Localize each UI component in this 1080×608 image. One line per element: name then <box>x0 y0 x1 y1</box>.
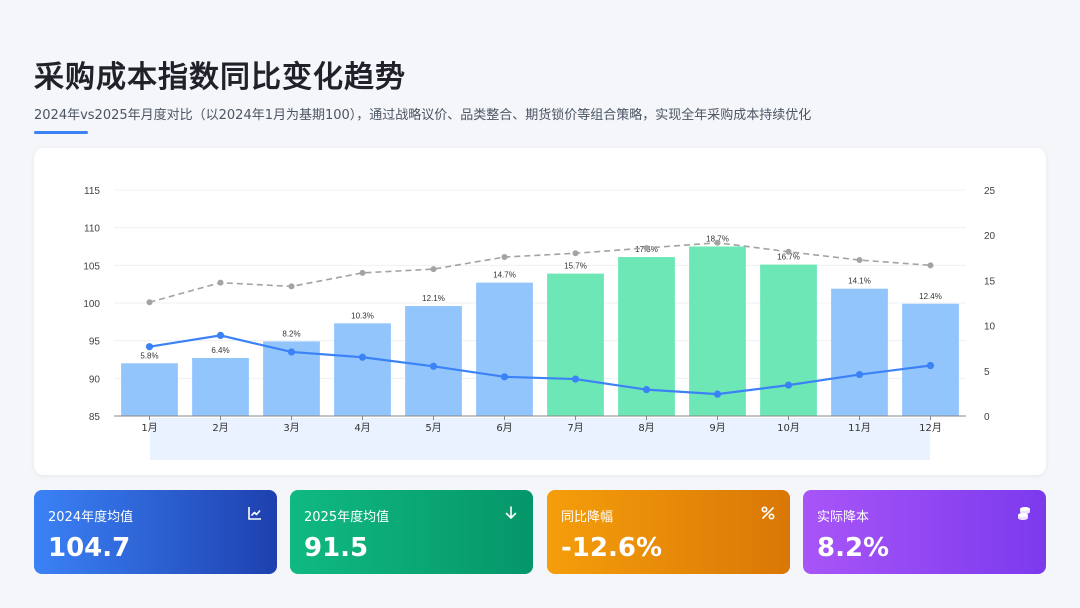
solid-series-line <box>149 334 931 396</box>
page-subtitle: 2024年vs2025年月度对比（以2024年1月为基期100），通过战略议价、… <box>34 108 812 123</box>
dashed-series-point <box>501 254 508 261</box>
percent-icon <box>761 506 775 520</box>
x-tick-label: 5月 <box>425 422 441 434</box>
bar-data-label: 5.8% <box>140 351 158 360</box>
dashed-series-point <box>927 262 934 269</box>
kpi-label: 2025年度均值 <box>304 510 390 525</box>
y-right-tick-label: 20 <box>984 231 996 242</box>
bar <box>902 303 959 416</box>
dashed-series-point <box>714 239 721 246</box>
line-chart-icon <box>248 507 261 520</box>
dashed-series-point <box>785 248 792 255</box>
bar-data-label: 8.2% <box>282 329 300 338</box>
bar <box>547 273 604 416</box>
coins-icon <box>1018 507 1030 520</box>
x-tick-label: 9月 <box>709 422 725 434</box>
bar <box>831 288 888 416</box>
y-right-tick-label: 0 <box>984 412 990 423</box>
x-tick-label: 11月 <box>848 422 871 434</box>
solid-series-point <box>429 362 438 370</box>
kpi-card-2024-average: 2024年度均值 104.7 <box>34 490 277 574</box>
bar-data-label: 15.7% <box>564 262 587 271</box>
kpi-card-yoy-decline: 同比降幅 -12.6% <box>547 490 790 574</box>
bar-data-label: 12.4% <box>919 292 942 301</box>
x-tick-label: 7月 <box>567 422 583 434</box>
y-left-tick-label: 85 <box>89 412 101 423</box>
bar <box>121 363 178 416</box>
bar-data-label: 14.7% <box>493 271 516 280</box>
dashed-series-point <box>572 250 579 257</box>
kpi-label: 2024年度均值 <box>48 510 134 525</box>
page-title: 采购成本指数同比变化趋势 <box>34 60 406 95</box>
kpi-label: 实际降本 <box>817 510 870 525</box>
kpi-label: 同比降幅 <box>561 510 614 525</box>
y-left-tick-label: 90 <box>89 374 101 385</box>
solid-series-point <box>145 343 154 351</box>
dashed-series-point <box>288 283 295 290</box>
x-tick-label: 6月 <box>496 422 512 434</box>
bar-data-label: 14.1% <box>848 277 871 286</box>
solid-series-point <box>500 373 509 381</box>
kpi-card-2025-average: 2025年度均值 91.5 <box>290 490 533 574</box>
dashed-series-point <box>430 266 437 273</box>
bar <box>192 357 249 416</box>
bar-data-label: 18.7% <box>706 235 729 244</box>
dashed-series-point <box>217 279 224 286</box>
bar <box>689 246 746 416</box>
y-right-tick-label: 25 <box>984 186 996 197</box>
dashed-series-point <box>856 257 863 264</box>
chart-card: 85 90 95 100 105 110 115 0 5 10 15 20 25 5.8% 6.4% 8.2%… <box>34 148 1046 475</box>
bar-data-label: 6.4% <box>211 346 229 355</box>
solid-series-point <box>642 386 651 394</box>
dashed-series-line <box>149 241 931 304</box>
kpi-value: 104.7 <box>48 533 131 563</box>
dashed-series-point <box>359 269 366 276</box>
bar <box>760 264 817 416</box>
y-left-tick-label: 100 <box>83 299 100 310</box>
solid-series-point <box>571 375 580 383</box>
x-tick-label: 12月 <box>919 422 942 434</box>
bar <box>476 282 533 416</box>
y-right-tick-label: 15 <box>984 276 996 287</box>
bar-data-label: 12.1% <box>422 294 445 303</box>
kpi-card-actual-savings: 实际降本 8.2% <box>803 490 1046 574</box>
bar-data-label: 10.3% <box>351 311 374 320</box>
x-tick-label: 4月 <box>354 422 370 434</box>
x-tick-label: 10月 <box>777 422 800 434</box>
dashed-series-point <box>643 245 650 252</box>
solid-series-point <box>784 381 793 389</box>
arrow-down-icon <box>505 506 517 519</box>
solid-series-point <box>713 390 722 398</box>
solid-series-point <box>358 353 367 361</box>
y-right-tick-label: 5 <box>984 367 990 378</box>
y-left-tick-label: 110 <box>84 224 100 235</box>
y-right-tick-label: 10 <box>984 322 996 333</box>
y-left-tick-label: 115 <box>84 186 100 197</box>
highlight-band <box>150 418 930 460</box>
kpi-value: -12.6% <box>561 533 662 563</box>
bar-data-label: 16.7% <box>777 253 800 262</box>
solid-series-point <box>287 348 296 356</box>
y-left-tick-label: 95 <box>89 337 101 348</box>
bar <box>405 306 462 416</box>
combo-chart: 85 90 95 100 105 110 115 0 5 10 15 20 25 5.8% 6.4% 8.2%… <box>83 186 996 460</box>
x-tick-label: 3月 <box>283 422 299 434</box>
kpi-value: 8.2% <box>817 533 890 563</box>
y-left-tick-label: 105 <box>83 261 100 272</box>
solid-series-point <box>216 331 225 339</box>
x-tick-label: 1月 <box>141 422 157 434</box>
bar <box>334 323 391 416</box>
x-tick-label: 2月 <box>212 422 228 434</box>
kpi-value: 91.5 <box>304 533 369 563</box>
solid-series-point <box>855 370 864 379</box>
title-accent-line <box>34 131 88 134</box>
dashed-series-point <box>146 299 153 306</box>
solid-series-point <box>926 361 935 370</box>
x-tick-label: 8月 <box>638 422 654 434</box>
